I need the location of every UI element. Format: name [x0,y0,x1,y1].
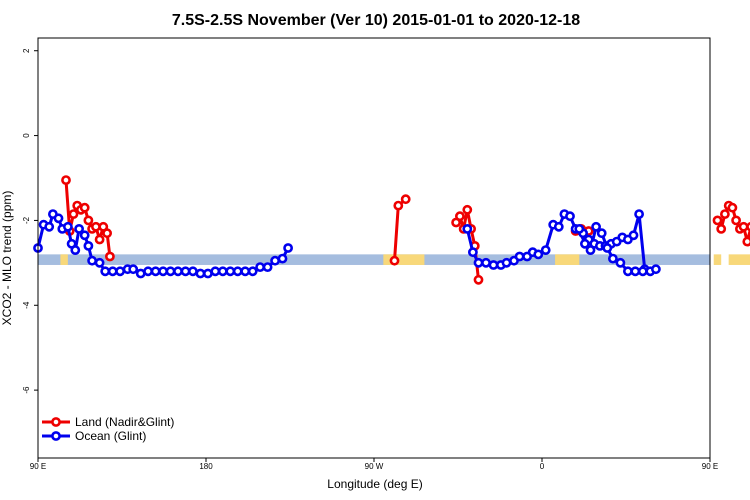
land-data-point [61,175,71,185]
ocean-data-point [87,255,97,266]
x-tick-label: 90 W [365,462,384,471]
plot-area [33,175,750,285]
ocean-data-point [44,221,55,232]
ocean-data-point [637,266,648,277]
land-band [713,254,722,265]
ocean-data-point [553,221,564,232]
land-data-point [79,202,90,213]
ocean-data-point [591,221,601,232]
legend-swatch-marker [51,417,61,427]
land-data-point [454,211,465,222]
x-axis-label: Longitude (deg E) [327,477,422,491]
ocean-data-point [150,266,161,277]
land-data-point [400,194,411,205]
land-band [555,254,580,265]
ocean-data-point [277,253,288,264]
ocean-data-point [533,249,544,260]
ocean-band [38,254,710,265]
land-data-point [462,204,473,215]
ocean-data-point [173,266,183,277]
ocean-data-point [602,243,613,253]
land-band [728,254,750,265]
land-data-point [393,200,404,211]
chart-title: 7.5S-2.5S November (Ver 10) 2015-01-01 t… [172,12,580,29]
ocean-data-point [580,238,590,249]
ocean-data-point [608,253,618,264]
land-data-point [473,274,484,285]
land-data-point [105,251,115,262]
ocean-data-point [514,251,525,262]
y-axis-label: XCO2 - MLO trend (ppm) [0,191,14,326]
ocean-data-point [501,257,512,268]
y-tick-label: 0 [22,133,31,138]
legend-label: Land (Nadir&Glint) [75,415,174,429]
ocean-data-point [53,213,64,224]
ocean-data-point [574,223,585,234]
ocean-data-point [63,221,73,232]
y-tick-label: 2 [22,48,31,53]
land-data-point [102,228,112,239]
ocean-data-point [115,266,125,277]
ocean-data-point [83,240,94,251]
land-data-point [83,215,94,226]
x-tick-label: 90 E [702,462,718,471]
ocean-data-point [462,223,473,234]
ocean-data-point [187,266,198,277]
ocean-data-point [143,266,153,277]
x-axis: 90 E 180 90 W 0 90 E [30,458,718,471]
land-band [383,254,425,265]
y-tick-label: -4 [22,301,31,309]
land-data-point [738,221,749,232]
land-data-point [712,215,723,226]
y-tick-label: -6 [22,386,31,394]
legend-swatch-marker [51,431,61,441]
ocean-data-point [165,266,176,277]
ocean-data-point [596,228,607,239]
ocean-data-point [94,257,105,268]
ocean-data-point [630,266,641,277]
land-data-point [727,202,738,213]
ocean-data-point [651,264,661,275]
ocean-data-point [100,266,111,277]
ocean-data-point [128,264,139,275]
land-data-point [68,209,79,219]
ocean-data-point [217,266,228,277]
legend: Land (Nadir&Glint)Ocean (Glint) [42,415,174,443]
ocean-data-point [481,257,491,268]
land-data-point [742,236,750,247]
ocean-data-point [240,266,251,277]
ocean-data-point [473,257,484,268]
ocean-data-point [585,245,596,255]
ocean-data-point [540,245,551,255]
land-data-point [731,215,741,226]
ocean-data-point [70,245,81,255]
land-data-point [389,255,400,266]
land-band [60,254,68,265]
legend-label: Ocean (Glint) [75,429,146,443]
ocean-data-point [74,223,84,234]
ocean-data-point [210,266,221,277]
x-tick-label: 180 [199,462,213,471]
land-data-point [94,234,105,245]
land-data-point [716,223,727,234]
ocean-data-point [634,209,644,219]
ocean-data-point [628,230,639,241]
ocean-data-point [467,247,478,258]
ocean-data-point [195,268,206,279]
ocean-data-point [247,266,258,277]
ocean-data-point [232,266,243,277]
y-tick-label: -2 [22,216,31,224]
ocean-data-point [255,262,265,272]
land-data-point [746,222,750,232]
ocean-data-point [283,243,293,253]
x-tick-label: 0 [540,462,545,471]
ocean-data-point [262,262,273,272]
x-tick-label: 90 E [30,462,46,471]
land-data-point [720,209,730,219]
ocean-data-point [615,257,626,268]
y-axis: 2 0 -2 -4 -6 [22,48,38,394]
ocean-data-point [79,230,90,241]
ocean-data-point [565,211,575,222]
